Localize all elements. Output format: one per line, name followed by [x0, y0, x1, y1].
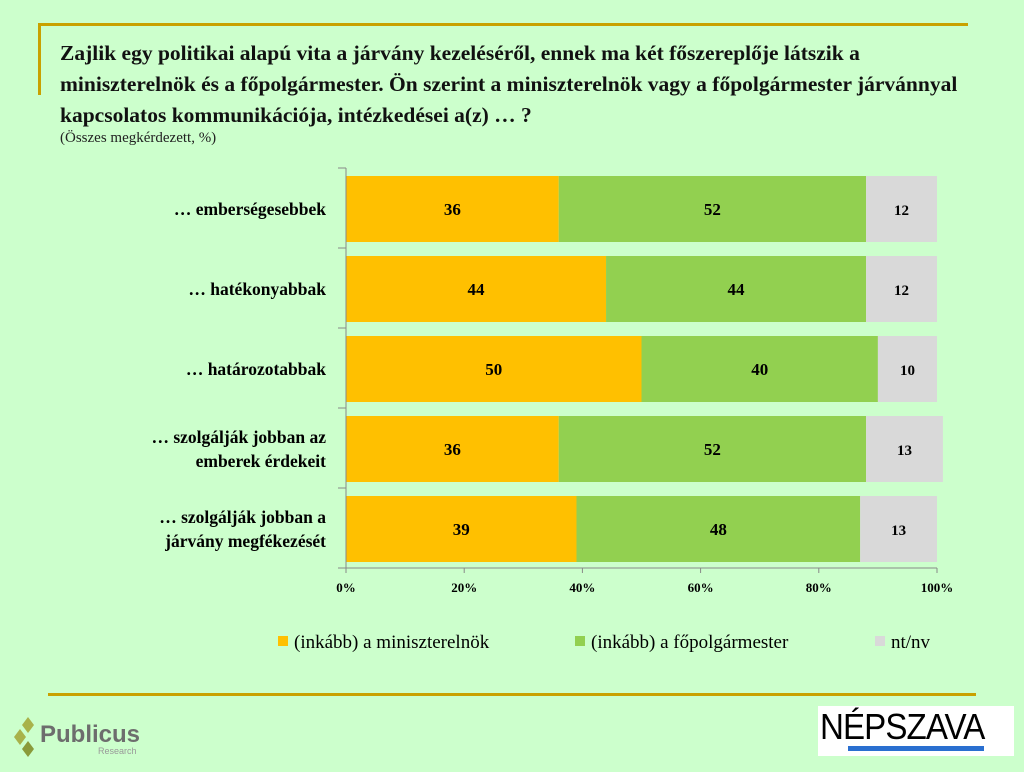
data-label: 12: [894, 203, 909, 219]
bar-segment: [346, 336, 642, 402]
data-label: 52: [704, 200, 721, 219]
category-label: … hatékonyabbak: [188, 279, 326, 299]
data-label: 39: [453, 520, 470, 539]
legend-label: nt/nv: [891, 632, 931, 653]
data-label: 36: [444, 200, 461, 219]
legend-label: (inkább) a miniszterelnök: [294, 632, 490, 653]
data-label: 40: [751, 360, 768, 379]
category-label: … szolgálják jobban a: [159, 507, 326, 527]
publicus-logo: Publicus Research: [10, 712, 150, 762]
data-label: 12: [894, 283, 909, 299]
chart-title: Zajlik egy politikai alapú vita a járván…: [60, 41, 958, 127]
category-label: emberek érdekeit: [196, 451, 327, 471]
data-label: 52: [704, 440, 721, 459]
top-rule: [38, 23, 968, 26]
bottom-rule: [48, 693, 976, 696]
x-tick-label: 60%: [688, 580, 714, 595]
x-tick-label: 20%: [451, 580, 477, 595]
bar-segment: [641, 336, 878, 402]
data-label: 48: [710, 520, 727, 539]
data-label: 13: [897, 443, 912, 459]
data-label: 50: [485, 360, 502, 379]
data-label: 44: [728, 280, 746, 299]
data-label: 13: [891, 523, 906, 539]
legend-label: (inkább) a főpolgármester: [591, 632, 789, 653]
bar-segment: [576, 496, 861, 562]
data-label: 10: [900, 363, 915, 379]
legend-swatch: [575, 636, 585, 646]
bar-segment: [346, 176, 559, 242]
x-tick-label: 100%: [921, 580, 954, 595]
x-tick-label: 40%: [569, 580, 595, 595]
category-label: járvány megfékezését: [164, 531, 326, 551]
chart-subtitle: (Összes megkérdezett, %): [60, 130, 217, 146]
x-tick-label: 0%: [336, 580, 356, 595]
bar-segment: [346, 416, 559, 482]
bar-segment: [558, 416, 867, 482]
category-label: … határozotabbak: [186, 359, 326, 379]
bar-segment: [860, 496, 937, 562]
bar-segment: [877, 336, 937, 402]
left-rule: [38, 23, 41, 95]
category-label: … emberségesebbek: [174, 199, 326, 219]
legend-swatch: [278, 636, 288, 646]
x-tick-label: 80%: [806, 580, 832, 595]
category-label: … szolgálják jobban az: [151, 427, 326, 447]
bar-segment: [346, 496, 577, 562]
svg-text:Research: Research: [98, 746, 137, 756]
nepszava-logo: NÉPSZAVA: [818, 706, 1014, 756]
bar-segment: [606, 256, 867, 322]
data-label: 36: [444, 440, 461, 459]
svg-text:Publicus: Publicus: [40, 721, 140, 748]
legend-swatch: [875, 636, 885, 646]
bar-segment: [866, 416, 943, 482]
bar-segment: [558, 176, 867, 242]
bar-segment: [346, 256, 607, 322]
bar-segment: [866, 176, 937, 242]
data-label: 44: [468, 280, 486, 299]
bar-segment: [866, 256, 937, 322]
